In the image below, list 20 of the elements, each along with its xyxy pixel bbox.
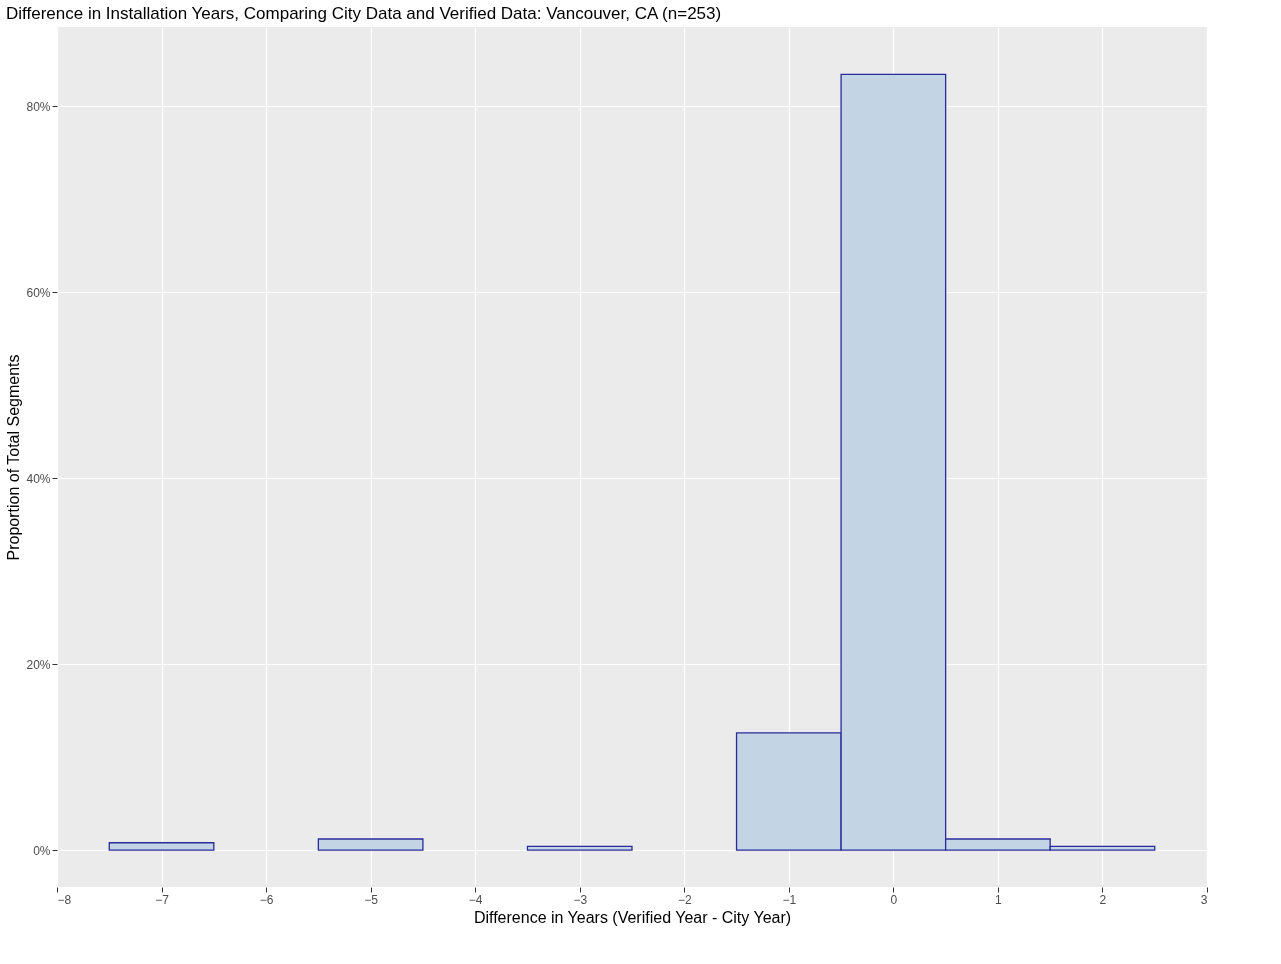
x-tick-label: −4: [468, 892, 483, 907]
chart-title: Difference in Installation Years, Comparing City Data and Verified Data: Vancouver, CA (n=253): [5, 4, 722, 23]
x-tick-label: 1: [995, 892, 1003, 907]
x-tick-label: −2: [677, 892, 692, 907]
x-tick-label: −6: [259, 892, 274, 907]
y-tick-label: 60%: [26, 285, 51, 300]
x-tick-label: 3: [1200, 892, 1208, 907]
x-tick-label: 2: [1099, 892, 1107, 907]
x-tick-label: −1: [782, 892, 797, 907]
x-axis-title: Difference in Years (Verified Year - City Year): [473, 908, 792, 926]
x-tick-label: −7: [155, 892, 170, 907]
y-axis-title: Proportion of Total Segments: [5, 354, 23, 561]
x-tick-label: −8: [57, 892, 72, 907]
y-tick-label: 40%: [26, 471, 51, 486]
y-tick-label: 20%: [26, 657, 51, 672]
x-tick-label: 0: [890, 892, 898, 907]
y-tick-label: 80%: [26, 99, 51, 114]
y-tick-label: 0%: [33, 843, 51, 858]
x-tick-label: −5: [364, 892, 379, 907]
x-tick-label: −3: [573, 892, 588, 907]
